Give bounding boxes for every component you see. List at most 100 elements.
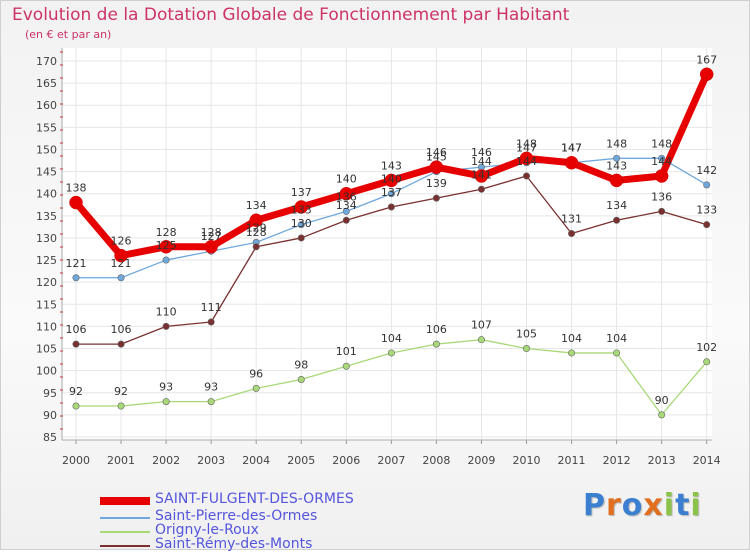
data-point (294, 200, 308, 214)
x-tick-label: 2014 (693, 454, 721, 467)
data-label: 90 (655, 394, 669, 407)
data-point (477, 336, 485, 344)
x-tick-label: 2005 (287, 454, 315, 467)
logo-letter: i (690, 488, 702, 523)
data-label: 106 (426, 323, 447, 336)
chart-title: Evolution de la Dotation Globale de Fonc… (12, 5, 570, 25)
data-label: 128 (201, 226, 222, 239)
data-label: 134 (246, 199, 267, 212)
data-point (654, 169, 669, 183)
data-label: 133 (291, 204, 312, 217)
x-tick-label: 2003 (197, 454, 225, 467)
legend-label: SAINT-FULGENT-DES-ORMES (155, 491, 354, 507)
data-point (114, 248, 128, 263)
data-label: 92 (69, 385, 83, 398)
data-label: 144 (651, 155, 672, 168)
data-point (342, 216, 350, 224)
data-point (72, 274, 80, 282)
data-label: 141 (471, 168, 492, 181)
data-label: 126 (111, 235, 132, 248)
data-label: 104 (561, 332, 582, 345)
data-point (162, 322, 170, 330)
data-label: 143 (606, 159, 627, 172)
data-point (159, 240, 173, 254)
y-tick-label: 155 (36, 121, 57, 134)
legend-swatch (100, 497, 150, 505)
y-tick-label: 120 (36, 276, 57, 289)
data-label: 105 (516, 328, 537, 341)
data-point (204, 240, 218, 254)
y-tick-label: 100 (36, 365, 57, 378)
data-label: 128 (156, 226, 177, 239)
data-point (297, 234, 305, 242)
data-point (613, 154, 621, 162)
data-point (432, 194, 440, 202)
x-tick-label: 2010 (513, 454, 541, 467)
chart-subtitle: (en € et par an) (25, 28, 112, 41)
data-point (387, 190, 395, 198)
data-label: 144 (471, 155, 492, 168)
data-point (297, 221, 305, 229)
y-tick-label: 105 (36, 343, 57, 356)
x-tick-label: 2007 (377, 454, 405, 467)
logo-letter: i (663, 488, 676, 523)
y-tick-label: 165 (36, 77, 57, 90)
y-tick-label: 115 (36, 298, 57, 311)
data-point (519, 151, 534, 166)
proxiti-logo: Proxiti (583, 488, 702, 523)
y-tick-label: 110 (36, 320, 57, 333)
legend-swatch (100, 531, 150, 533)
data-point (568, 349, 576, 357)
data-point (297, 375, 305, 383)
data-point (703, 181, 711, 189)
data-point (477, 185, 485, 193)
data-point (249, 213, 263, 227)
data-label: 101 (336, 345, 357, 358)
data-label: 93 (159, 381, 173, 394)
data-point (522, 172, 530, 180)
data-point (117, 402, 125, 410)
x-tick-label: 2011 (558, 454, 586, 467)
x-tick-label: 2012 (603, 454, 631, 467)
y-tick-label: 160 (36, 99, 57, 112)
legend-label: Saint-Rémy-des-Monts (155, 536, 313, 552)
data-label: 134 (336, 199, 357, 212)
data-point (162, 398, 170, 406)
data-label: 137 (381, 186, 402, 199)
data-label: 125 (156, 239, 177, 252)
data-point (384, 173, 399, 188)
data-point (342, 207, 350, 215)
legend-label: Origny-le-Roux (155, 522, 259, 538)
data-point (658, 411, 666, 419)
legend-label: Saint-Pierre-des-Ormes (155, 508, 318, 524)
data-label: 110 (156, 305, 177, 318)
data-point (699, 67, 714, 82)
data-label: 98 (294, 358, 308, 371)
data-point (658, 154, 666, 162)
x-tick-label: 2006 (332, 454, 360, 467)
logo-letter: r (606, 488, 622, 523)
data-label: 147 (516, 142, 537, 155)
y-tick-label: 125 (36, 254, 57, 267)
y-tick-label: 150 (36, 143, 57, 156)
data-label: 148 (651, 137, 672, 150)
x-tick-label: 2002 (152, 454, 180, 467)
data-label: 129 (246, 221, 267, 234)
data-point (207, 318, 215, 326)
data-label: 140 (336, 173, 357, 186)
data-label: 104 (606, 332, 627, 345)
data-point (522, 345, 530, 353)
data-point (339, 186, 354, 201)
data-label: 102 (696, 341, 717, 354)
logo-letter: P (583, 488, 606, 523)
y-tick-label: 140 (36, 188, 57, 201)
data-point (72, 402, 80, 410)
data-point (387, 349, 395, 357)
y-tick-label: 170 (36, 55, 57, 68)
data-point (609, 173, 624, 188)
data-label: 146 (426, 146, 447, 159)
data-label: 96 (249, 367, 263, 380)
data-point (387, 203, 395, 211)
data-label: 128 (246, 226, 267, 239)
data-label: 140 (381, 173, 402, 186)
